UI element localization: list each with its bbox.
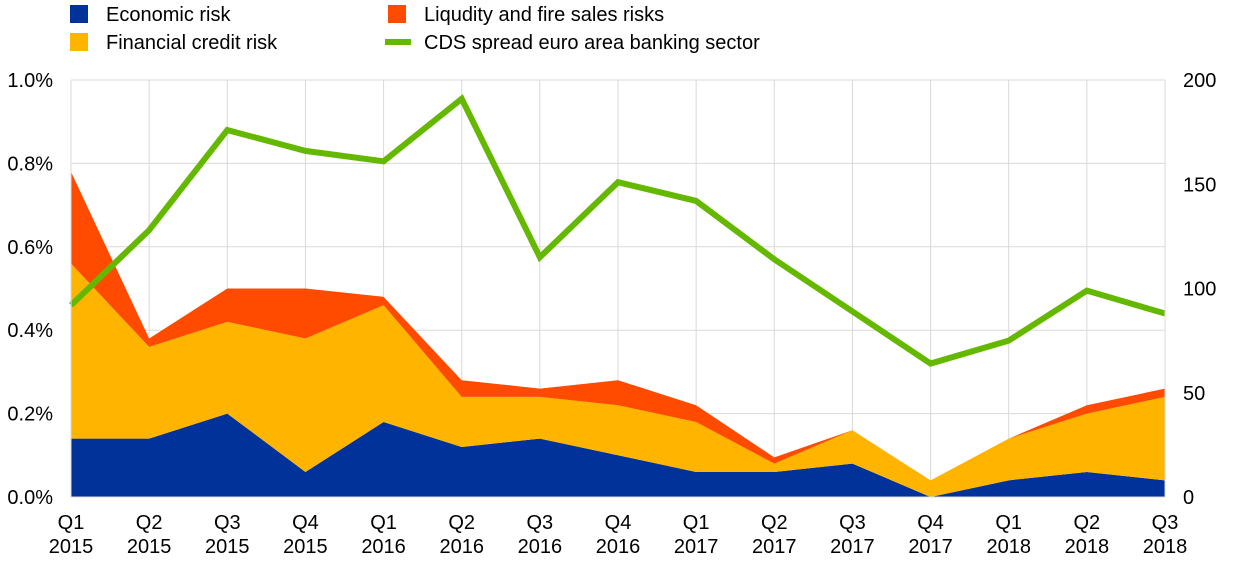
area-financial-credit-risk — [71, 263, 1165, 497]
right-axis-tick-label: 200 — [1183, 70, 1216, 92]
x-axis-tick-quarter: Q2 — [136, 512, 163, 534]
x-axis-tick-quarter: Q4 — [917, 512, 944, 534]
x-axis-tick-quarter: Q3 — [214, 512, 241, 534]
x-axis-tick-year: 2016 — [518, 536, 563, 558]
x-axis-tick-quarter: Q4 — [605, 512, 632, 534]
legend-label-cds-spread-euro-area-banking-sector: CDS spread euro area banking sector — [424, 32, 760, 54]
x-axis-tick-year: 2016 — [439, 536, 484, 558]
axes: 0.0%0.2%0.4%0.6%0.8%1.0%050100150200Q120… — [7, 70, 1216, 558]
x-axis-tick-quarter: Q2 — [448, 512, 475, 534]
x-axis-tick-year: 2015 — [127, 536, 172, 558]
area-liqudity-and-fire-sales-risks — [71, 171, 1165, 481]
x-axis-tick-quarter: Q1 — [58, 512, 85, 534]
x-axis-tick-year: 2018 — [986, 536, 1031, 558]
x-axis-tick-year: 2016 — [361, 536, 406, 558]
legend-label-financial-credit-risk: Financial credit risk — [106, 32, 278, 54]
x-axis-tick-year: 2015 — [283, 536, 328, 558]
legend-swatch-financial-credit-risk — [70, 33, 88, 51]
x-axis-tick-year: 2018 — [1065, 536, 1110, 558]
left-axis-tick-label: 0.0% — [7, 487, 53, 509]
legend-swatch-economic-risk — [70, 5, 88, 23]
x-axis-tick-quarter: Q3 — [839, 512, 866, 534]
left-axis-tick-label: 0.6% — [7, 237, 53, 259]
x-axis-tick-quarter: Q2 — [1074, 512, 1101, 534]
x-axis-tick-quarter: Q1 — [995, 512, 1022, 534]
legend-swatch-liqudity-and-fire-sales-risks — [388, 5, 406, 23]
left-axis-tick-label: 0.4% — [7, 320, 53, 342]
right-axis-tick-label: 150 — [1183, 174, 1216, 196]
x-axis-tick-year: 2016 — [596, 536, 641, 558]
legend: Economic risk Liqudity and fire sales ris… — [70, 4, 760, 54]
stacked-areas — [71, 171, 1165, 497]
x-axis-tick-quarter: Q1 — [683, 512, 710, 534]
x-axis-tick-quarter: Q1 — [370, 512, 397, 534]
x-axis-tick-quarter: Q3 — [527, 512, 554, 534]
legend-label-liqudity-and-fire-sales-risks: Liqudity and fire sales risks — [424, 4, 664, 26]
x-axis-tick-year: 2017 — [674, 536, 719, 558]
right-axis-tick-label: 100 — [1183, 279, 1216, 301]
x-axis-tick-year: 2017 — [830, 536, 875, 558]
left-axis-tick-label: 0.8% — [7, 153, 53, 175]
right-axis-tick-label: 0 — [1183, 487, 1194, 509]
x-axis-tick-quarter: Q2 — [761, 512, 788, 534]
left-axis-tick-label: 0.2% — [7, 404, 53, 426]
right-axis-tick-label: 50 — [1183, 383, 1205, 405]
x-axis-tick-year: 2018 — [1143, 536, 1188, 558]
x-axis-tick-year: 2017 — [752, 536, 797, 558]
x-axis-tick-year: 2015 — [49, 536, 94, 558]
x-axis-tick-year: 2015 — [205, 536, 250, 558]
left-axis-tick-label: 1.0% — [7, 70, 53, 92]
legend-label-economic-risk: Economic risk — [106, 4, 231, 26]
x-axis-tick-quarter: Q3 — [1152, 512, 1179, 534]
x-axis-tick-year: 2017 — [908, 536, 953, 558]
x-axis-tick-quarter: Q4 — [292, 512, 319, 534]
cds-line-layer — [68, 94, 1166, 367]
